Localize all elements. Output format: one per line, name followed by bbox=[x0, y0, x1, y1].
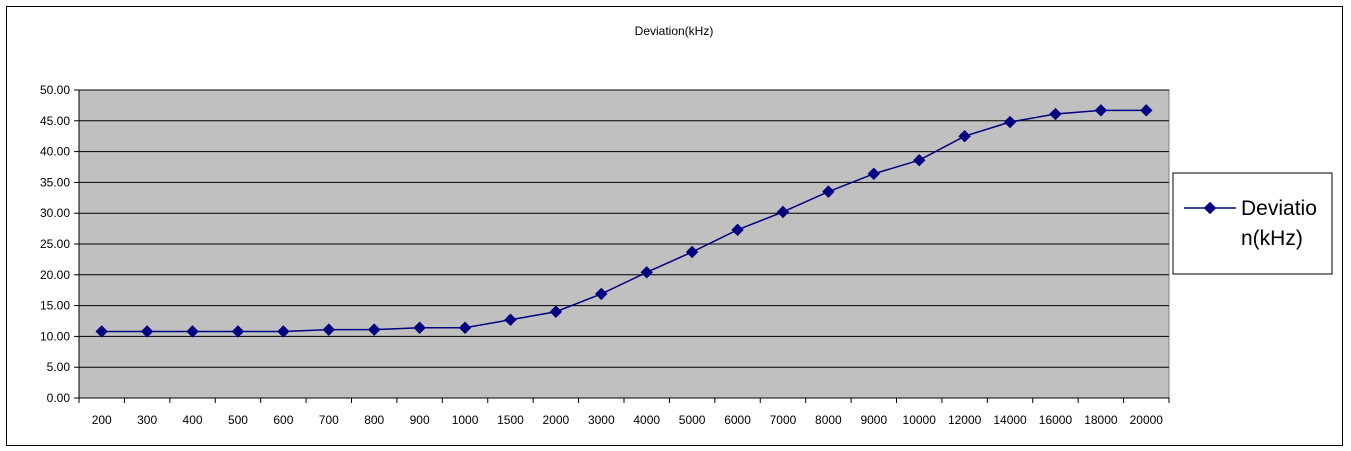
data-point-marker bbox=[458, 321, 472, 334]
data-point-marker bbox=[504, 313, 517, 326]
x-tick-label: 2000 bbox=[543, 413, 570, 427]
data-point-marker bbox=[640, 266, 653, 279]
x-tick-label: 4000 bbox=[633, 413, 660, 427]
data-point-marker bbox=[140, 325, 154, 338]
legend-label: n(kHz) bbox=[1241, 227, 1303, 250]
data-point-marker bbox=[958, 129, 971, 143]
data-point-marker bbox=[322, 323, 335, 336]
data-point-marker bbox=[1094, 104, 1108, 117]
x-tick-label: 9000 bbox=[860, 413, 887, 427]
x-tick-label: 8000 bbox=[815, 413, 842, 427]
x-tick-label: 800 bbox=[364, 413, 384, 427]
data-point-marker bbox=[1049, 107, 1062, 121]
x-tick-label: 1000 bbox=[452, 413, 479, 427]
x-tick-label: 20000 bbox=[1130, 413, 1164, 427]
x-tick-label: 16000 bbox=[1039, 413, 1073, 427]
x-tick-label: 12000 bbox=[948, 413, 982, 427]
legend-label: Deviatio bbox=[1241, 197, 1317, 220]
x-tick-label: 10000 bbox=[903, 413, 937, 427]
data-point-marker bbox=[1140, 104, 1153, 117]
x-tick-label: 700 bbox=[319, 413, 339, 427]
y-tick-label: 15.00 bbox=[40, 299, 70, 313]
legend-marker-swatch bbox=[1203, 201, 1217, 215]
x-tick-label: 6000 bbox=[724, 413, 751, 427]
data-point-marker bbox=[913, 154, 926, 167]
x-tick-label: 1500 bbox=[497, 413, 524, 427]
data-point-marker bbox=[413, 321, 426, 334]
x-tick-label: 7000 bbox=[770, 413, 797, 427]
x-tick-label: 200 bbox=[92, 413, 112, 427]
y-tick-label: 10.00 bbox=[40, 329, 70, 343]
y-tick-label: 5.00 bbox=[47, 360, 71, 374]
y-tick-label: 0.00 bbox=[47, 391, 71, 405]
x-tick-label: 500 bbox=[228, 413, 248, 427]
data-point-marker bbox=[368, 323, 381, 336]
data-point-marker bbox=[277, 325, 290, 338]
x-tick-label: 600 bbox=[273, 413, 293, 427]
data-point-marker bbox=[231, 325, 245, 338]
data-point-marker bbox=[731, 223, 744, 237]
data-point-marker bbox=[549, 305, 563, 318]
series-line bbox=[101, 109, 1147, 333]
x-tick-label: 5000 bbox=[679, 413, 706, 427]
line-chart: Deviation(kHz) 0.005.0010.0015.0020.0025… bbox=[40, 24, 1333, 427]
x-tick-label: 900 bbox=[410, 413, 430, 427]
data-point-marker bbox=[867, 167, 880, 180]
y-tick-label: 30.00 bbox=[40, 206, 70, 220]
x-tick-label: 300 bbox=[137, 413, 157, 427]
legend-box bbox=[1172, 172, 1333, 275]
data-point-marker bbox=[595, 287, 608, 301]
data-point-marker bbox=[776, 205, 790, 219]
y-tick-label: 40.00 bbox=[40, 145, 70, 159]
data-point-marker bbox=[1003, 115, 1017, 129]
chart-title: Deviation(kHz) bbox=[635, 24, 714, 38]
data-point-marker bbox=[95, 325, 108, 338]
x-tick-label: 400 bbox=[183, 413, 203, 427]
data-point-marker bbox=[822, 185, 835, 198]
x-tick-label: 14000 bbox=[993, 413, 1027, 427]
x-tick-label: 3000 bbox=[588, 413, 615, 427]
chart-area: Deviation(kHz) 0.00 5.00 10.00 15.00 20.00 25… bbox=[6, 6, 1343, 446]
y-tick-label: 50.00 bbox=[40, 83, 70, 97]
y-tick-label: 45.00 bbox=[40, 114, 70, 128]
x-tick-label: 18000 bbox=[1084, 413, 1118, 427]
y-tick-label: 20.00 bbox=[40, 268, 70, 282]
data-point-marker bbox=[186, 325, 199, 338]
y-tick-label: 25.00 bbox=[40, 237, 70, 251]
y-tick-label: 35.00 bbox=[40, 175, 70, 189]
data-point-marker bbox=[685, 245, 699, 259]
